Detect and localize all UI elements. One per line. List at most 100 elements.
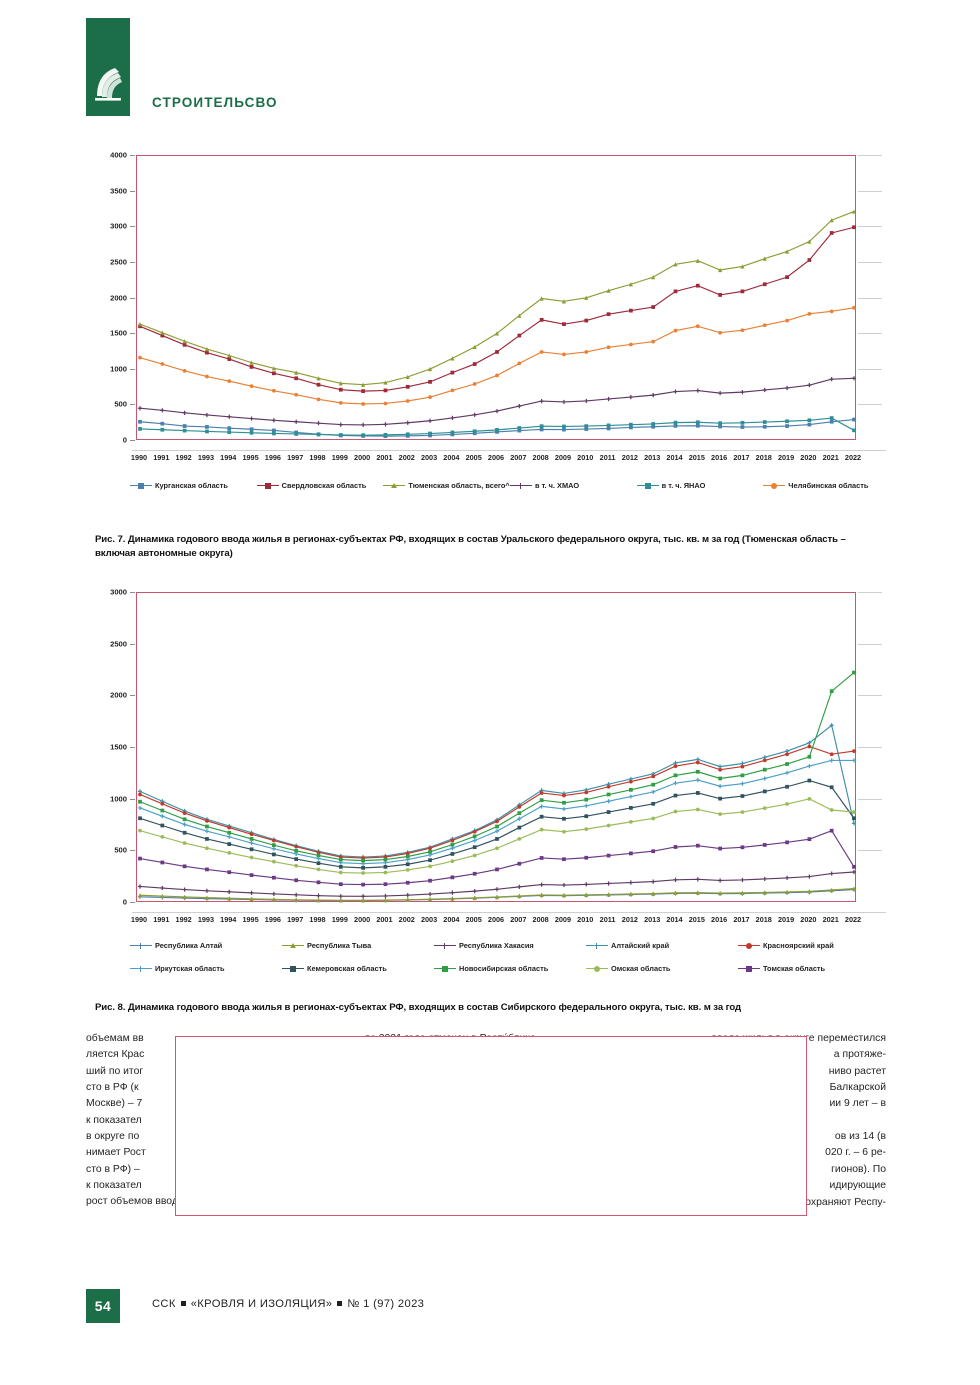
series-marker xyxy=(182,811,187,815)
series-marker xyxy=(829,218,834,223)
x-tick-label: 1990 xyxy=(130,915,148,924)
series-marker xyxy=(338,857,343,862)
x-tick-label: 1992 xyxy=(175,453,192,462)
series-marker xyxy=(272,428,276,433)
series-marker xyxy=(138,324,142,329)
series-marker xyxy=(138,799,142,804)
series-marker xyxy=(629,308,633,313)
series-marker xyxy=(829,808,834,812)
series-marker xyxy=(517,893,522,899)
series-marker xyxy=(338,894,343,899)
x-tick-label: 2012 xyxy=(621,453,638,462)
series-marker xyxy=(227,842,232,846)
series-marker xyxy=(517,805,522,809)
series-marker xyxy=(740,264,745,269)
series-marker xyxy=(629,779,633,784)
series-marker xyxy=(227,353,232,358)
series-marker xyxy=(428,878,432,883)
series-marker xyxy=(249,896,254,901)
series-marker xyxy=(182,410,187,415)
series-marker xyxy=(584,797,589,802)
series-marker xyxy=(383,380,388,385)
series-marker xyxy=(673,424,678,428)
series-marker xyxy=(405,893,410,898)
series-marker xyxy=(450,432,455,437)
series-marker xyxy=(695,420,700,425)
series-marker xyxy=(762,890,767,895)
x-tick-label: 2011 xyxy=(599,915,616,924)
series-marker xyxy=(673,781,678,786)
series-marker xyxy=(272,852,276,857)
series-marker xyxy=(718,812,722,817)
series-marker xyxy=(316,432,321,437)
series-marker xyxy=(182,424,187,428)
series-marker xyxy=(138,427,142,431)
series-marker xyxy=(673,389,678,394)
legend-label: Челябинская область xyxy=(788,481,869,490)
series-marker xyxy=(361,433,365,438)
series-marker xyxy=(695,283,700,288)
series-marker xyxy=(851,376,857,381)
x-tick-label: 2009 xyxy=(554,915,572,924)
series-marker xyxy=(450,356,455,361)
caption-figure-7: Рис. 7. Динамика годового ввода жилья в … xyxy=(95,534,846,559)
series-marker xyxy=(495,430,499,434)
series-marker xyxy=(405,420,410,425)
series-marker xyxy=(182,887,187,892)
legend-swatch-icon xyxy=(586,942,608,950)
y-tick-label: 2000 xyxy=(110,293,127,302)
series-marker xyxy=(695,423,700,428)
series-marker xyxy=(182,428,187,433)
series-marker xyxy=(472,412,477,417)
series-marker xyxy=(852,810,856,814)
series-marker xyxy=(517,361,522,366)
series-marker xyxy=(494,331,500,336)
series-marker xyxy=(205,818,209,823)
series-marker xyxy=(182,368,187,373)
footer-journal: «КРОВЛЯ И ИЗОЛЯЦИЯ» xyxy=(190,1298,333,1310)
series-marker xyxy=(405,862,410,867)
series-marker xyxy=(316,880,321,885)
series-marker xyxy=(517,861,522,866)
series-marker xyxy=(450,838,455,843)
x-tick-label: 2016 xyxy=(711,453,728,462)
series-marker xyxy=(718,330,722,335)
series-marker xyxy=(539,398,544,404)
series-marker xyxy=(606,823,611,828)
body-line: а протяже- xyxy=(833,1049,886,1061)
series-marker xyxy=(338,422,343,427)
series-marker xyxy=(249,360,254,365)
series-marker xyxy=(673,845,678,849)
series-marker xyxy=(651,879,656,884)
series-marker xyxy=(651,305,656,309)
body-line: сто в РФ) – xyxy=(86,1163,140,1175)
series-marker xyxy=(673,764,678,768)
series-marker xyxy=(316,850,321,855)
legend-label: Алтайский край xyxy=(611,941,670,950)
series-marker xyxy=(807,796,812,801)
series-line xyxy=(139,226,855,392)
series-marker xyxy=(807,778,812,783)
legend-label: Тюменская область, всего^ xyxy=(408,481,510,490)
x-tick-label: 1994 xyxy=(220,915,237,924)
series-marker xyxy=(539,791,544,795)
series-marker xyxy=(294,892,299,897)
series-marker xyxy=(829,785,834,790)
legend-swatch-icon xyxy=(586,965,608,973)
x-tick-label: 2017 xyxy=(733,453,750,462)
series-marker xyxy=(651,849,656,854)
series-marker xyxy=(584,427,589,431)
x-tick-label: 1991 xyxy=(153,915,170,924)
series-marker xyxy=(784,889,790,895)
series-marker xyxy=(137,884,143,889)
series-marker xyxy=(718,846,722,851)
series-marker xyxy=(138,355,142,360)
series-marker xyxy=(584,892,589,897)
series-marker xyxy=(428,849,432,854)
legend-figure-7: Курганская область Свердловская область Тю… xyxy=(130,481,890,490)
series-marker xyxy=(383,897,388,903)
series-marker xyxy=(829,758,834,763)
series-marker xyxy=(539,856,544,860)
series-marker xyxy=(138,856,142,861)
